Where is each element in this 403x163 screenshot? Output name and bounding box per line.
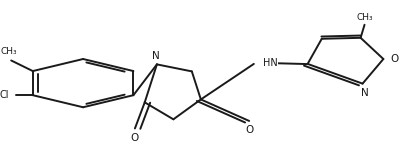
Text: O: O [246, 125, 254, 135]
Text: CH₃: CH₃ [356, 13, 373, 22]
Text: HN: HN [263, 58, 278, 68]
Text: Cl: Cl [0, 90, 9, 100]
Text: N: N [152, 52, 160, 61]
Text: N: N [361, 88, 368, 98]
Text: O: O [391, 54, 399, 64]
Text: CH₃: CH₃ [1, 47, 18, 56]
Text: O: O [131, 133, 139, 142]
